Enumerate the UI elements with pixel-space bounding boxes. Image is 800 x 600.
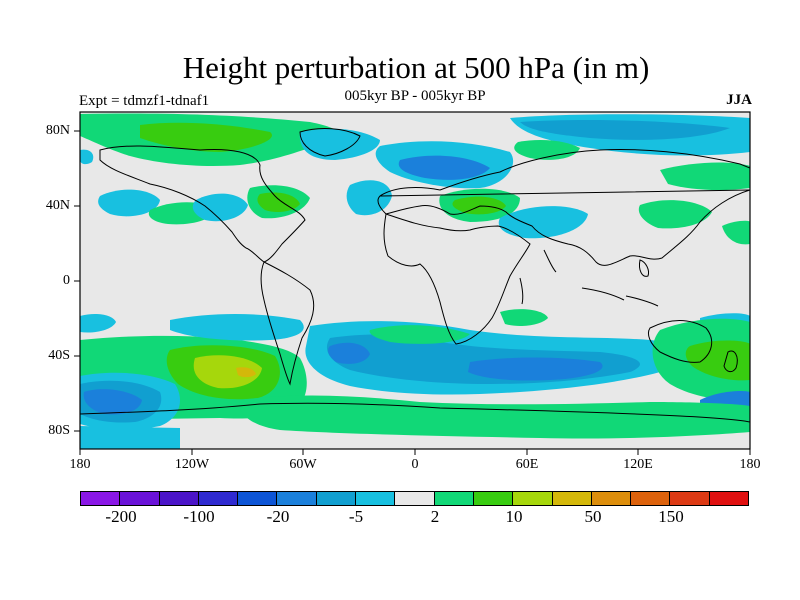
lon-tick-label: 180 <box>69 457 91 472</box>
colorbar-label: 10 <box>505 507 523 526</box>
contour-region <box>452 196 506 215</box>
contour-region <box>98 189 160 217</box>
contour-region <box>638 200 712 229</box>
colorbar-swatch <box>198 492 239 505</box>
colorbar-swatch <box>81 492 121 505</box>
colorbar-swatch <box>434 492 474 505</box>
contour-region <box>192 193 248 222</box>
contour-region <box>722 220 750 245</box>
colorbar-swatch <box>395 492 435 505</box>
lon-tick-label: 60E <box>515 457 539 472</box>
colorbar-swatch <box>670 492 710 505</box>
contour-region <box>80 149 94 165</box>
colorbar-label: 150 <box>658 507 684 526</box>
colorbar-swatch <box>709 492 749 505</box>
chart-title: Height perturbation at 500 hPa (in m) <box>182 50 650 85</box>
contour-region <box>170 314 304 341</box>
contour-region <box>193 355 262 389</box>
contour-region <box>500 309 548 326</box>
lat-tick-label: 80N <box>45 123 70 138</box>
colorbar-swatch <box>513 492 553 505</box>
lon-tick-label: 120W <box>174 457 210 472</box>
contour-region <box>83 389 142 415</box>
contour-region <box>80 314 116 333</box>
contour-region <box>369 325 470 344</box>
colorbar-label: -20 <box>266 507 290 526</box>
contour-region <box>468 357 603 381</box>
season-label: JJA <box>726 92 752 108</box>
lat-tick-label: 0 <box>63 273 70 288</box>
chart-subtitle: 005kyr BP - 005kyr BP <box>344 88 486 104</box>
contour-region <box>346 180 392 216</box>
colorbar <box>80 491 749 506</box>
colorbar-swatch <box>356 492 396 505</box>
contour-fields <box>80 112 750 449</box>
experiment-label: Expt = tdmzf1-tdnaf1 <box>79 93 210 109</box>
contour-region <box>498 206 588 239</box>
colorbar-swatch <box>120 492 160 505</box>
contour-region <box>520 120 730 140</box>
contour-region <box>236 367 256 378</box>
lat-tick-label: 80S <box>48 423 70 438</box>
contour-region <box>398 155 490 180</box>
colorbar-swatch <box>552 492 592 505</box>
coastlines <box>80 128 750 423</box>
contour-region <box>660 162 750 191</box>
contour-region <box>80 426 180 449</box>
lon-tick-label: 0 <box>411 457 419 472</box>
lon-tick-label: 120E <box>623 457 653 472</box>
colorbar-label: 2 <box>430 507 440 526</box>
colorbar-label: -200 <box>105 507 137 526</box>
colorbar-swatch <box>277 492 317 505</box>
colorbar-label: 50 <box>584 507 602 526</box>
contour-region <box>514 140 580 160</box>
colorbar-swatch <box>238 492 278 505</box>
colorbar-swatch <box>631 492 671 505</box>
axis-ticks <box>74 130 751 455</box>
lon-tick-label: 180 <box>739 457 761 472</box>
contour-region <box>328 342 370 364</box>
colorbar-swatch <box>316 492 357 505</box>
colorbar-label: -100 <box>183 507 215 526</box>
colorbar-swatch <box>159 492 199 505</box>
colorbar-swatch <box>473 492 514 505</box>
colorbar-label: -5 <box>348 507 364 526</box>
colorbar-swatch <box>591 492 632 505</box>
contour-region <box>140 122 272 152</box>
lat-tick-label: 40S <box>48 348 70 363</box>
lat-tick-label: 40N <box>45 198 70 213</box>
lon-tick-label: 60W <box>289 457 317 472</box>
contour-region <box>239 395 750 439</box>
